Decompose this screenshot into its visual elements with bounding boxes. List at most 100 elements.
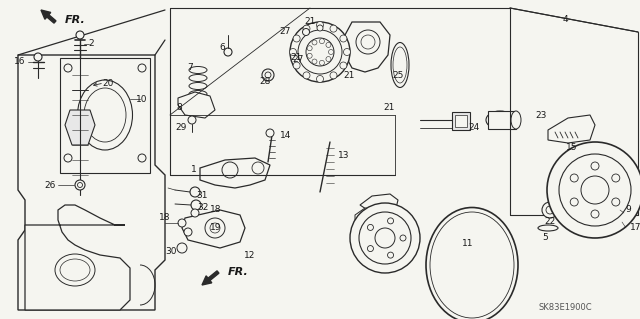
Polygon shape <box>548 115 595 143</box>
Circle shape <box>317 21 323 28</box>
Circle shape <box>388 218 394 224</box>
Circle shape <box>591 210 599 218</box>
Circle shape <box>340 62 347 69</box>
Text: 31: 31 <box>196 191 207 201</box>
FancyArrow shape <box>202 271 219 285</box>
Circle shape <box>326 56 331 62</box>
Text: 16: 16 <box>14 57 26 66</box>
Polygon shape <box>345 22 390 72</box>
Circle shape <box>312 40 317 45</box>
Circle shape <box>612 174 620 182</box>
Bar <box>60 58 150 173</box>
Text: 21: 21 <box>291 53 301 62</box>
Circle shape <box>319 60 324 65</box>
Text: 15: 15 <box>566 144 578 152</box>
Polygon shape <box>25 205 130 310</box>
Text: 5: 5 <box>542 234 548 242</box>
Circle shape <box>177 243 187 253</box>
Bar <box>455 115 467 127</box>
Circle shape <box>330 25 337 32</box>
Text: 23: 23 <box>535 110 547 120</box>
Text: FR.: FR. <box>228 267 248 277</box>
Circle shape <box>570 198 578 206</box>
Circle shape <box>262 69 274 81</box>
Polygon shape <box>200 158 270 188</box>
Circle shape <box>591 162 599 170</box>
Circle shape <box>542 202 558 218</box>
Text: 2: 2 <box>88 40 94 48</box>
Text: 18: 18 <box>210 205 221 214</box>
Text: 24: 24 <box>468 123 479 132</box>
Circle shape <box>612 198 620 206</box>
Text: 11: 11 <box>462 239 474 248</box>
Text: 13: 13 <box>338 151 349 160</box>
Text: 7: 7 <box>188 63 193 72</box>
Text: 22: 22 <box>545 218 556 226</box>
Ellipse shape <box>511 111 521 129</box>
Circle shape <box>350 203 420 273</box>
Circle shape <box>75 180 85 190</box>
Text: 27: 27 <box>279 27 291 36</box>
FancyArrow shape <box>41 10 56 23</box>
Circle shape <box>330 72 337 79</box>
Text: 30: 30 <box>165 248 177 256</box>
Circle shape <box>317 76 323 83</box>
Circle shape <box>344 48 351 56</box>
Circle shape <box>303 72 310 79</box>
Polygon shape <box>65 110 95 145</box>
Text: 20: 20 <box>102 78 114 87</box>
Circle shape <box>319 39 324 44</box>
Circle shape <box>307 46 312 51</box>
Bar <box>452 112 470 130</box>
Circle shape <box>367 246 373 252</box>
Circle shape <box>303 25 310 32</box>
Text: 12: 12 <box>244 250 256 259</box>
Text: FR.: FR. <box>65 15 85 25</box>
Circle shape <box>367 225 373 230</box>
Circle shape <box>224 48 232 56</box>
Bar <box>488 111 516 129</box>
Text: 10: 10 <box>136 94 148 103</box>
Text: 32: 32 <box>197 204 209 212</box>
Text: 28: 28 <box>259 78 271 86</box>
Text: 21: 21 <box>383 103 395 113</box>
Text: 21: 21 <box>344 70 355 79</box>
Circle shape <box>289 48 296 56</box>
Circle shape <box>76 31 84 39</box>
Circle shape <box>388 252 394 258</box>
Text: 1: 1 <box>191 166 197 174</box>
Circle shape <box>303 28 310 35</box>
Circle shape <box>400 235 406 241</box>
Text: 26: 26 <box>44 181 56 189</box>
Polygon shape <box>18 55 165 310</box>
Ellipse shape <box>426 207 518 319</box>
Circle shape <box>290 22 350 82</box>
Polygon shape <box>355 208 390 228</box>
Text: 14: 14 <box>280 130 291 139</box>
Text: 29: 29 <box>175 123 187 132</box>
Circle shape <box>178 219 186 227</box>
Circle shape <box>293 35 300 42</box>
Circle shape <box>184 228 192 236</box>
Circle shape <box>328 49 333 55</box>
Text: 8: 8 <box>176 103 182 113</box>
Text: 6: 6 <box>220 43 225 53</box>
Circle shape <box>188 116 196 124</box>
Polygon shape <box>360 194 398 215</box>
Ellipse shape <box>77 80 132 150</box>
Ellipse shape <box>538 225 558 231</box>
Circle shape <box>326 42 331 48</box>
Text: SK83E1900C: SK83E1900C <box>538 303 592 313</box>
Text: 9: 9 <box>625 205 631 214</box>
Polygon shape <box>182 210 245 248</box>
Circle shape <box>570 174 578 182</box>
Circle shape <box>191 200 201 210</box>
Circle shape <box>34 53 42 61</box>
Circle shape <box>293 62 300 69</box>
Text: 18: 18 <box>159 213 171 222</box>
Circle shape <box>190 187 200 197</box>
Text: 25: 25 <box>392 70 404 79</box>
Circle shape <box>547 142 640 238</box>
Text: 19: 19 <box>210 224 221 233</box>
Text: 4: 4 <box>562 16 568 25</box>
